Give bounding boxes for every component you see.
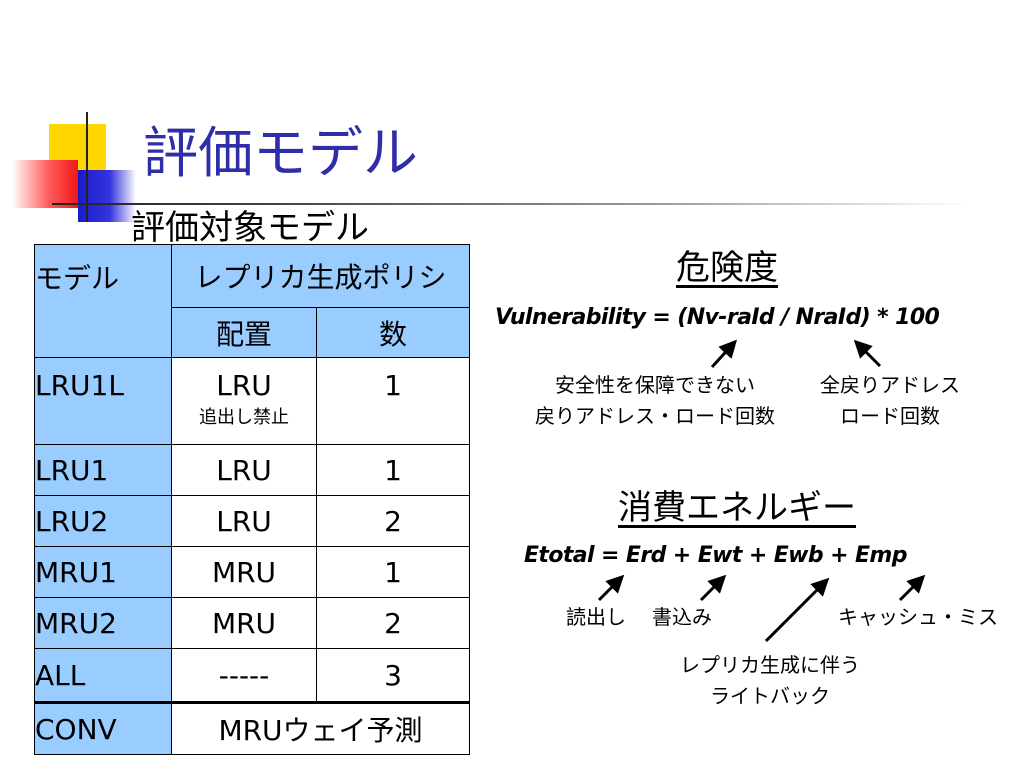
vulnerability-formula: Vulnerability = (Nv-raId / NraId) * 100 (495, 305, 940, 330)
row-note: 追出し禁止 (199, 407, 289, 428)
energy-label-miss: キャッシュ・ミス (838, 605, 998, 629)
table-row: LRU1L LRU 追出し禁止 1 (34, 357, 470, 445)
row-count: 1 (316, 357, 470, 445)
energy-label-read: 読出し (566, 605, 626, 629)
logo-red-square (12, 160, 78, 208)
arrow-icon (853, 339, 882, 368)
row-placement: ----- (171, 648, 317, 703)
row-count: 1 (316, 546, 470, 598)
row-placement: LRU (171, 495, 317, 547)
slide-title: 評価モデル (143, 121, 419, 185)
row-policy: MRUウェイ予測 (171, 701, 470, 755)
energy-formula: Etotal = Erd + Ewt + Ewb + Emp (524, 543, 907, 568)
header-placement: 配置 (171, 307, 317, 358)
title-divider-line (52, 203, 972, 205)
arrow-icon (597, 574, 625, 602)
arrow-icon (764, 577, 830, 643)
header-model: モデル (34, 244, 172, 358)
row-name: LRU2 (34, 495, 172, 547)
vulnerability-heading: 危険度 (676, 248, 778, 288)
row-placement: LRU (171, 444, 317, 496)
energy-label-writeback: レプリカ生成に伴う ライトバック (680, 653, 860, 708)
table-row-conv: CONV MRUウェイ予測 (34, 701, 470, 755)
table-row: MRU2 MRU 2 (34, 597, 470, 649)
arrow-icon (898, 574, 926, 602)
row-name: LRU1L (34, 357, 172, 445)
table-row: LRU1 LRU 1 (34, 444, 470, 496)
energy-label-write: 書込み (652, 605, 712, 629)
table-title: 評価対象モデル (131, 208, 369, 248)
row-name: LRU1 (34, 444, 172, 496)
arrow-icon (710, 339, 738, 369)
row-name: MRU1 (34, 546, 172, 598)
table-header-row: モデル レプリカ生成ポリシ (34, 244, 470, 358)
logo-vertical-line (86, 112, 88, 222)
row-placement: MRU (171, 597, 317, 649)
model-table: モデル レプリカ生成ポリシ 配置 数 LRU1L LRU 追出し禁止 1 LRU… (34, 244, 470, 755)
row-name: CONV (34, 701, 172, 755)
table-row: LRU2 LRU 2 (34, 495, 470, 547)
row-count: 1 (316, 444, 470, 496)
table-row: ALL ----- 3 (34, 648, 470, 703)
row-name: MRU2 (34, 597, 172, 649)
vulnerability-label-numerator: 安全性を保障できない 戻りアドレス・ロード回数 (535, 373, 775, 428)
vulnerability-label-denominator: 全戻りアドレス ロード回数 (820, 373, 960, 428)
row-count: 2 (316, 495, 470, 547)
arrow-icon (699, 574, 727, 602)
row-name: ALL (34, 648, 172, 703)
row-count: 2 (316, 597, 470, 649)
header-policy: レプリカ生成ポリシ (171, 244, 470, 308)
energy-heading: 消費エネルギー (618, 488, 856, 528)
row-count: 3 (316, 648, 470, 703)
